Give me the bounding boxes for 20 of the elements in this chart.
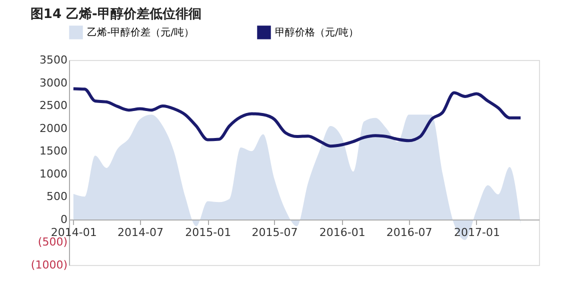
x-tick-label: 2015-01: [185, 226, 232, 239]
x-tick-label: 2016-07: [386, 226, 432, 239]
legend-label: 乙烯-甲醇价差（元/吨）: [87, 26, 194, 38]
y-tick-label: 500: [46, 190, 68, 204]
x-tick-label: 2016-01: [319, 226, 366, 239]
chart-title: 图14 乙烯-甲醇价差低位徘徊: [30, 6, 202, 22]
y-tick-label: 3500: [40, 54, 68, 66]
y-tick-label: 2500: [40, 99, 68, 112]
x-tick-label: 2014-07: [117, 226, 164, 239]
y-tick-label: 1500: [40, 144, 68, 158]
y-tick-label: 3000: [40, 76, 68, 90]
y-tick-label: 2000: [40, 122, 68, 135]
x-tick-label: 2015-07: [252, 226, 298, 239]
y-tick-label: 0: [60, 212, 68, 226]
y-tick-label: 1000: [40, 167, 68, 180]
y-tick-label: (1000): [30, 258, 68, 272]
legend-label: 甲醇价格（元/吨）: [275, 26, 358, 38]
x-tick-label: 2017-01: [454, 226, 500, 239]
y-tick-label: (500): [38, 236, 68, 249]
line-series: [72, 87, 522, 148]
